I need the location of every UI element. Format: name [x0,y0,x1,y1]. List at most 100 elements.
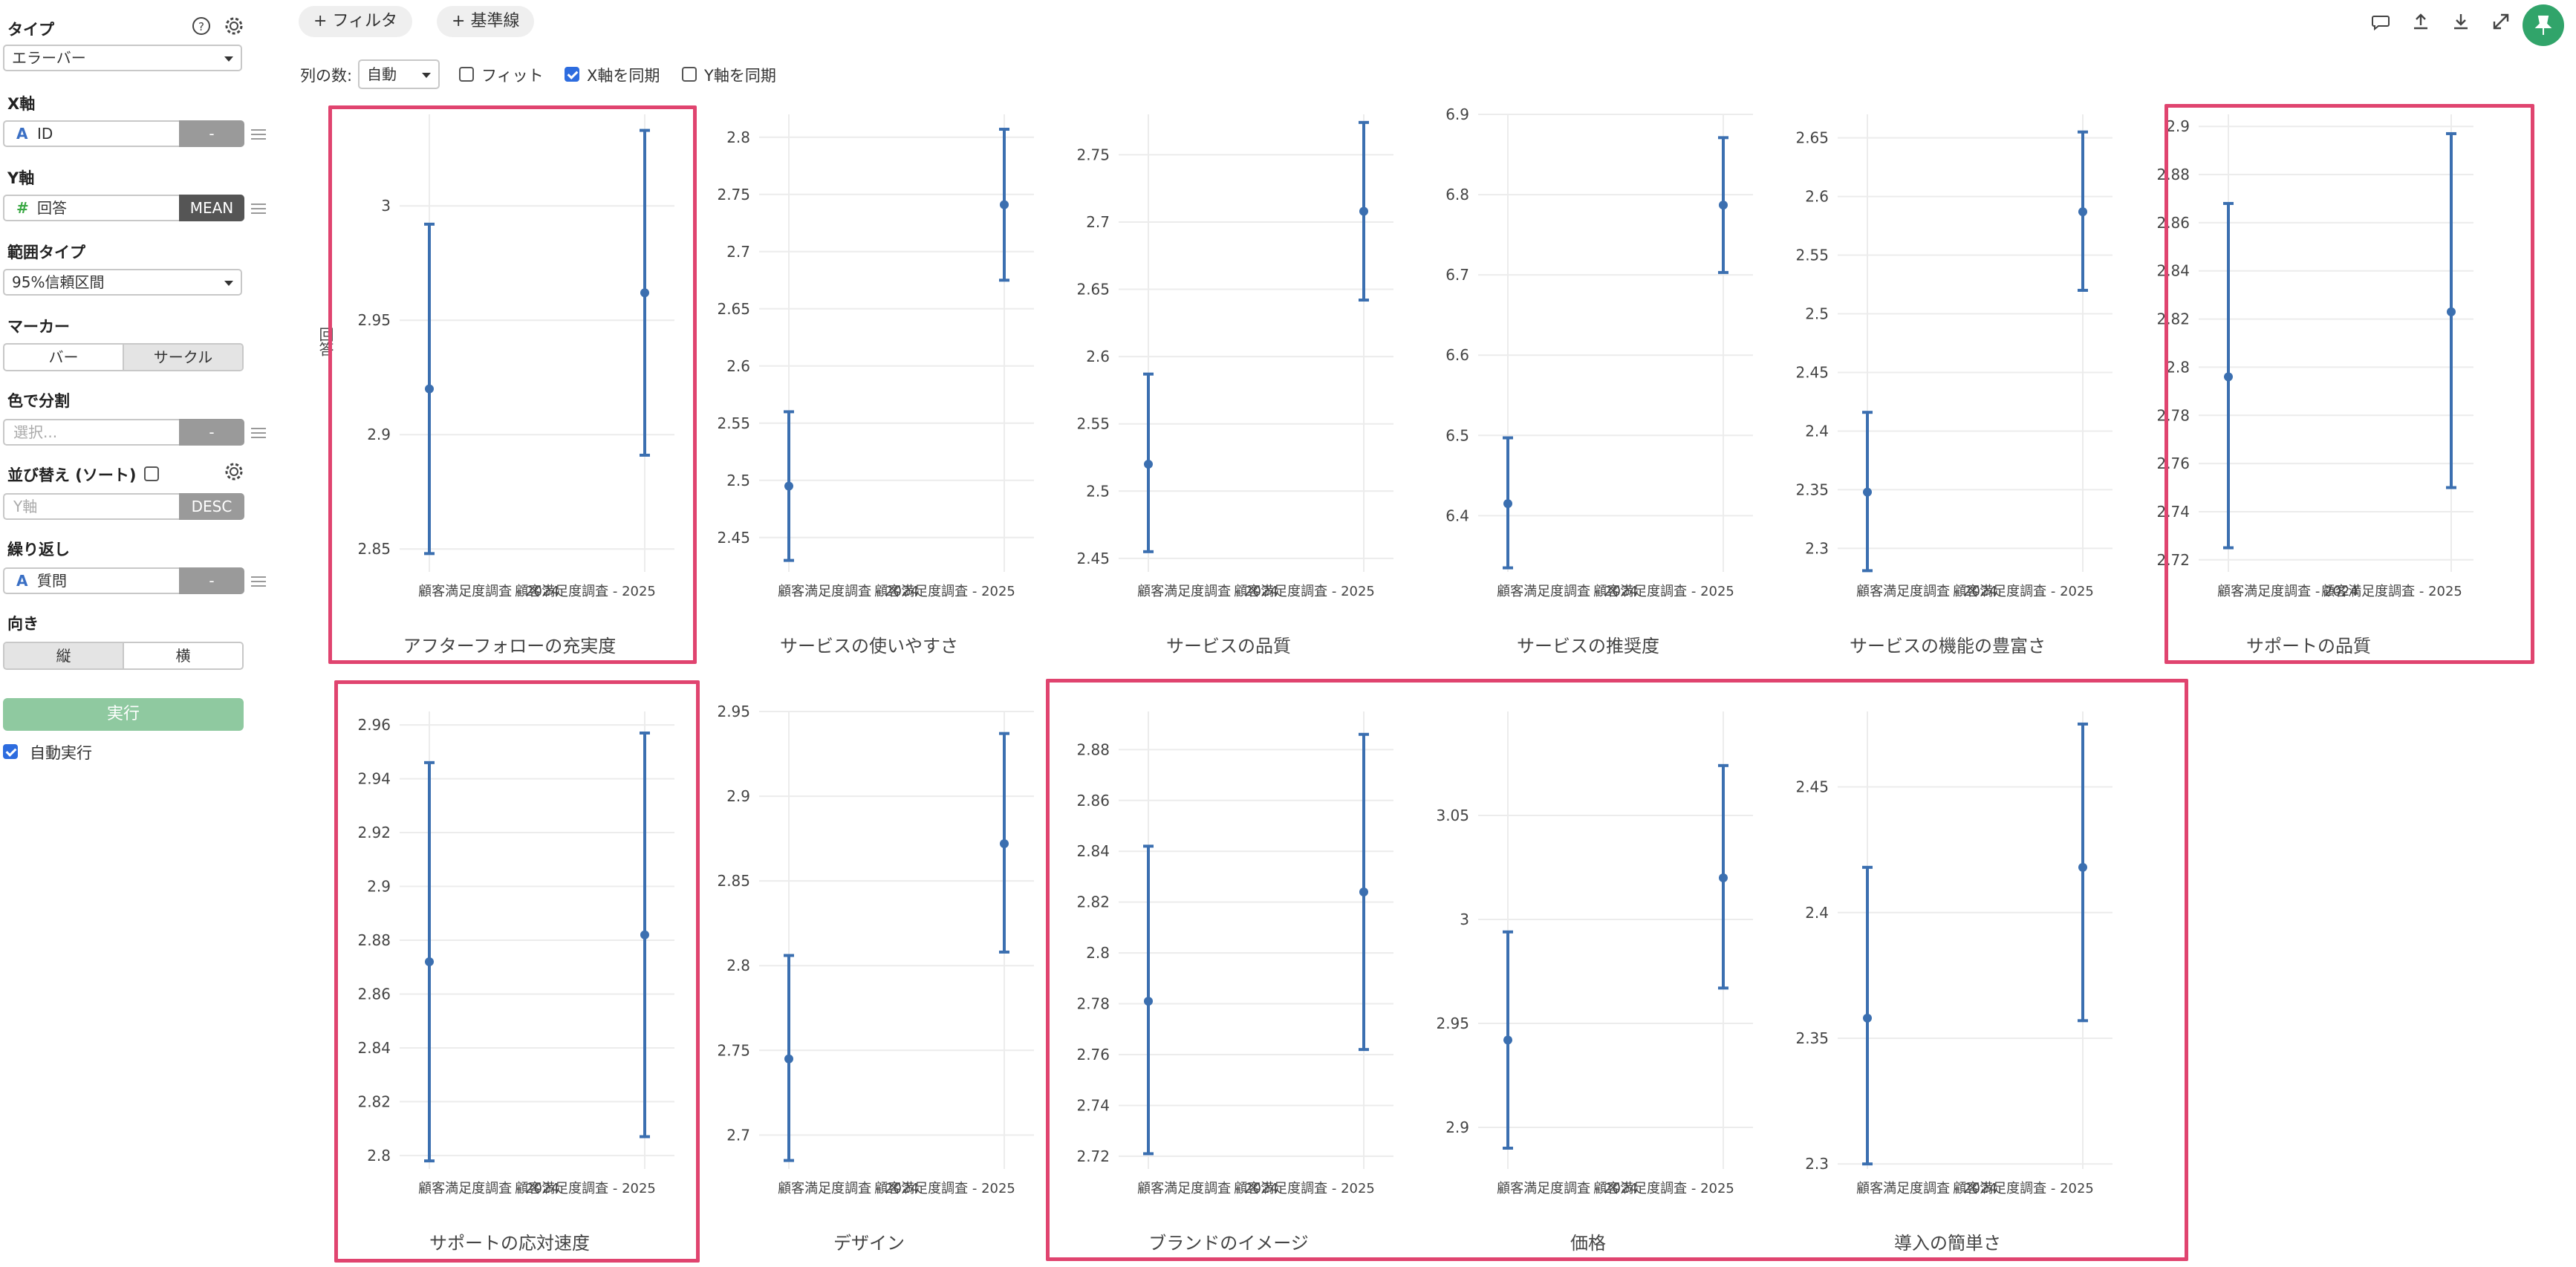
fit-checkbox[interactable] [459,67,474,82]
error-bar[interactable] [1143,372,1154,553]
y-axis-field[interactable]: # 回答 [3,195,179,221]
upload-icon[interactable] [2410,10,2432,33]
mean-point[interactable] [2447,307,2456,316]
panel-title: サービスの機能の豊富さ [1850,636,2046,657]
gear-icon[interactable] [224,16,244,36]
error-bar[interactable] [784,954,794,1162]
mean-point[interactable] [425,957,434,966]
error-bar[interactable] [640,128,650,457]
mean-point[interactable] [1719,201,1728,210]
mean-point[interactable] [784,481,793,491]
error-bar[interactable] [2223,201,2234,550]
error-bar[interactable] [1143,844,1154,1156]
sort-gear-icon[interactable] [224,462,244,481]
repeat-field[interactable]: A 質問 [3,567,179,594]
error-bar[interactable] [1862,411,1873,573]
x-tick-label: 顧客満足度調査 - 2025 [1953,1181,2094,1196]
add-filter-label: フィルタ [332,12,397,30]
y-tick-label: 2.74 [2156,503,2190,521]
mean-point[interactable] [784,1054,793,1064]
mean-point[interactable] [2078,207,2087,217]
mean-point[interactable] [425,384,434,394]
error-bar[interactable] [1503,436,1513,570]
y-tick-label: 2.35 [1795,1029,1829,1047]
sync-x-checkbox[interactable] [565,67,579,82]
panel-title: サービスの使いやすさ [780,636,958,657]
pin-icon [2534,16,2552,35]
mean-point[interactable] [2078,862,2087,872]
y-axis-menu-icon[interactable] [251,203,266,214]
marker-bar-option[interactable]: バー [48,348,79,366]
auto-run-checkbox[interactable] [3,744,18,759]
sync-y-checkbox[interactable] [682,67,697,82]
mean-point[interactable] [1503,499,1512,509]
sort-field[interactable]: Y軸 [3,493,179,520]
mean-point[interactable] [1359,206,1368,216]
error-bar[interactable] [1503,930,1513,1150]
x-axis-field[interactable]: A ID [3,120,179,147]
mean-point[interactable] [1863,1013,1872,1023]
string-type-icon: A [16,125,28,143]
mean-point[interactable] [1863,487,1872,497]
y-tick-label: 2.96 [357,716,391,734]
color-split-menu-icon[interactable] [251,428,266,438]
mean-point[interactable] [1359,887,1368,896]
add-filter-button[interactable]: + フィルタ [299,6,412,37]
error-bar[interactable] [1359,732,1369,1052]
error-bar[interactable] [999,128,1009,282]
y-tick-label: 2.9 [2166,117,2190,135]
mean-point[interactable] [2224,372,2233,382]
error-bar[interactable] [640,731,650,1139]
y-axis-aggregation-button[interactable]: MEAN [179,195,244,221]
mean-point[interactable] [1719,873,1728,882]
error-bar[interactable] [1862,865,1873,1166]
mean-point[interactable] [1144,997,1153,1006]
pin-button[interactable] [2523,4,2564,46]
x-tick-label: 顧客満足度調査 - 2024 [2217,584,2358,599]
x-axis-menu-icon[interactable] [251,129,266,140]
chart-panel: 2.7 2.75 2.8 2.85 2.9 2.95 顧客満足度調査 - 2024 顧客満足度… [692,701,1046,1266]
marker-circle-option[interactable]: サークル [123,345,242,370]
comment-icon[interactable] [2370,10,2392,33]
mean-point[interactable] [640,930,649,939]
mean-point[interactable] [1000,838,1009,848]
error-bar[interactable] [1718,763,1728,990]
error-bar[interactable] [2078,130,2088,292]
error-bar[interactable] [1718,136,1728,274]
y-tick-label: 2.6 [726,357,750,375]
repeat-menu-icon[interactable] [251,576,266,587]
error-bar[interactable] [2446,131,2456,489]
x-axis-aggregation-button[interactable]: - [179,120,244,147]
range-type-select[interactable]: 95%信頼区間 [3,269,242,296]
error-bar[interactable] [999,732,1009,954]
y-tick-label: 2.9 [726,787,750,805]
color-split-aggregation-button[interactable]: - [179,419,244,446]
mean-point[interactable] [1000,200,1009,209]
download-icon[interactable] [2450,10,2472,33]
sort-checkbox[interactable] [144,466,159,481]
x-tick-label: 顧客満足度調査 - 2025 [1234,1181,1375,1196]
error-bar[interactable] [424,760,435,1163]
help-icon[interactable]: ? [192,16,211,36]
add-baseline-button[interactable]: + 基準線 [437,6,535,37]
error-bar[interactable] [1359,120,1369,302]
y-tick-label: 2.55 [717,414,750,432]
error-bar[interactable] [784,410,794,562]
orientation-vertical-option[interactable]: 縦 [4,643,123,668]
chart-type-select[interactable]: エラーバー [3,45,242,71]
color-split-field[interactable]: 選択... [3,419,179,446]
run-button[interactable]: 実行 [3,698,244,731]
mean-point[interactable] [1503,1035,1512,1045]
orientation-horizontal-option[interactable]: 横 [123,643,242,668]
y-tick-label: 6.9 [1445,105,1469,123]
error-bar[interactable] [2078,722,2088,1023]
expand-icon[interactable] [2490,10,2512,33]
error-bar[interactable] [424,222,435,556]
y-tick-label: 2.88 [1076,740,1110,758]
repeat-aggregation-button[interactable]: - [179,567,244,594]
y-tick-label: 2.75 [717,186,750,203]
mean-point[interactable] [640,288,649,298]
columns-select[interactable]: 自動 [358,59,440,89]
mean-point[interactable] [1144,460,1153,469]
sort-order-button[interactable]: DESC [179,493,244,520]
